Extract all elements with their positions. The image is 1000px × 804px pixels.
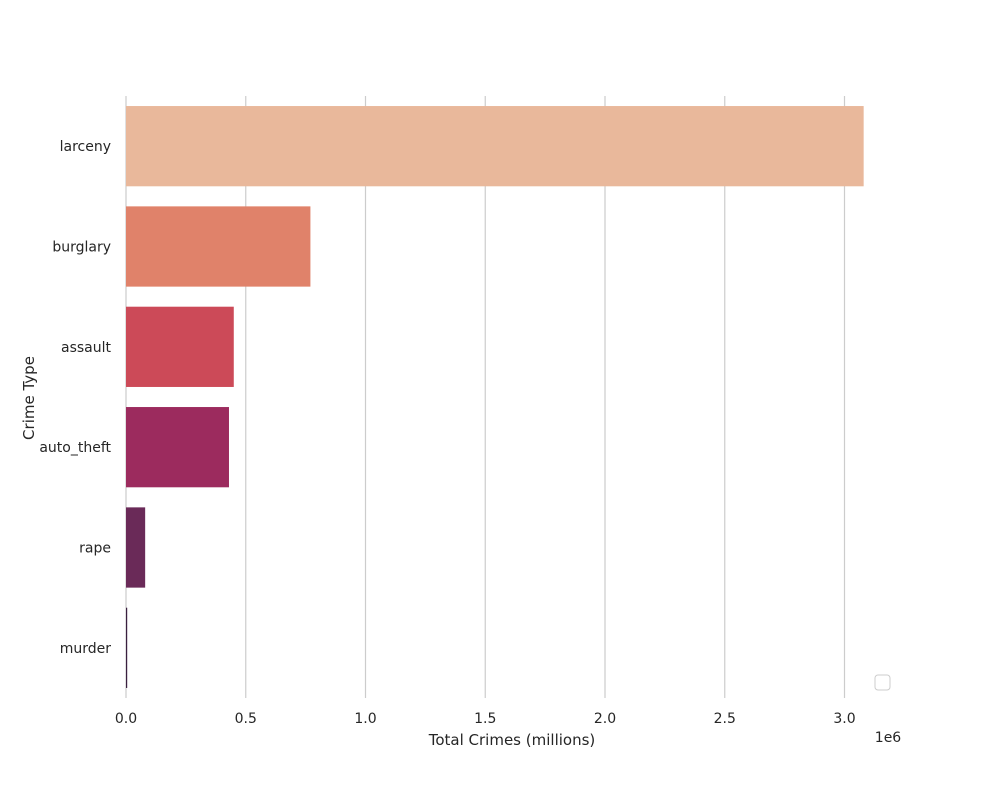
bars: [126, 106, 864, 688]
bar-murder: [126, 607, 128, 688]
bar-larceny: [126, 106, 864, 187]
y-tick-label: murder: [60, 641, 112, 657]
x-tick-label: 3.0: [833, 711, 855, 727]
y-tick-label: burglary: [52, 240, 111, 256]
x-tick-label: 0.0: [115, 711, 137, 727]
bar-burglary: [126, 206, 311, 287]
x-tick-labels: 0.0 0.5 1.0 1.5 2.0 2.5 3.0: [115, 711, 856, 727]
x-tick-label: 0.5: [235, 711, 257, 727]
x-tick-label: 1.5: [474, 711, 496, 727]
x-tick-label: 2.5: [714, 711, 736, 727]
gridlines: [125, 96, 846, 698]
legend-box: [874, 674, 891, 691]
bar-assault: [126, 306, 234, 387]
x-tick-label: 1.0: [354, 711, 376, 727]
x-offset-label: 1e6: [875, 730, 902, 746]
bar-rape: [126, 507, 146, 588]
y-tick-label: larceny: [60, 139, 111, 155]
y-tick-label: auto_theft: [39, 440, 111, 456]
y-tick-label: rape: [79, 541, 111, 557]
x-axis-title: Total Crimes (millions): [428, 731, 596, 749]
bar-auto_theft: [126, 407, 229, 488]
x-tick-label: 2.0: [594, 711, 616, 727]
y-axis-title: Crime Type: [20, 356, 38, 440]
y-tick-label: assault: [61, 340, 112, 356]
